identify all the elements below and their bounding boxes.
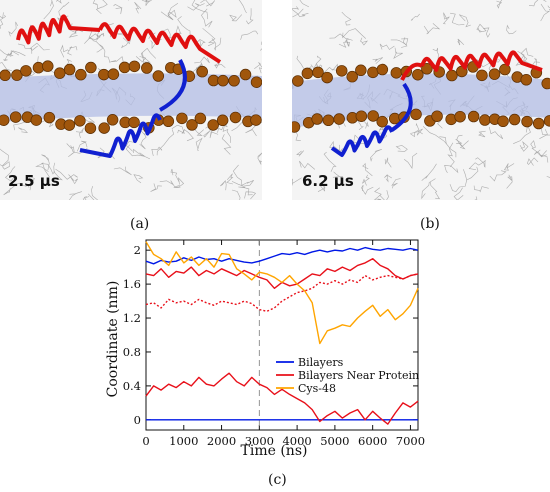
lower-helix-blue [330, 82, 413, 157]
x-tick-label: 2000 [207, 434, 236, 448]
membrane-snapshot-b [292, 0, 550, 200]
y-tick-label: 0.8 [123, 345, 141, 359]
x-tick-label: 5000 [320, 434, 349, 448]
upper-helix-red [16, 14, 222, 64]
sublabel-b: (b) [420, 216, 440, 232]
x-tick-label: 0 [142, 434, 149, 448]
series-line-2 [145, 258, 419, 289]
x-tick-label: 1000 [169, 434, 198, 448]
y-tick-label: 0.4 [123, 379, 141, 393]
snapshot-panel-a: 2.5 µs [0, 0, 262, 200]
y-tick-label: 1.6 [123, 277, 141, 291]
legend-entry: Bilayers Near Protein [298, 369, 419, 382]
x-tick-label: 7000 [396, 434, 425, 448]
y-tick-label: 0 [134, 413, 141, 427]
series-line-4 [145, 273, 419, 313]
series-line-5 [145, 241, 419, 345]
chart-axes: 0 1000 2000 3000 4000 5000 6000 7000 0 0.4 0.8 1.2 1… [123, 239, 425, 448]
lower-helix-blue [79, 59, 187, 158]
coordinate-chart: 0 1000 2000 3000 4000 5000 6000 7000 0 0.4 0.8 1.2 1… [105, 239, 425, 459]
x-tick-label: 3000 [245, 434, 274, 448]
membrane-snapshot-a [0, 0, 262, 200]
sublabel-c: (c) [268, 472, 287, 488]
snapshot-panel-b: 6.2 µs [292, 0, 550, 200]
y-tick-label: 1.2 [123, 311, 141, 325]
x-tick-label: 6000 [358, 434, 387, 448]
x-tick-label: 4000 [282, 434, 311, 448]
series-line-3 [145, 372, 419, 425]
y-axis-label: Coordinate (nm) [105, 281, 121, 398]
series-line-0 [145, 246, 419, 265]
x-axis-label: Time (ns) [241, 443, 308, 459]
plot-frame [145, 239, 419, 431]
legend-entry: Bilayers [298, 356, 344, 369]
time-label-b: 6.2 µs [302, 172, 354, 190]
upper-helix-red [400, 50, 543, 81]
y-tick-label: 2 [134, 243, 141, 257]
time-label-a: 2.5 µs [8, 172, 60, 190]
sublabel-a: (a) [130, 216, 150, 232]
phosphate-beads [292, 61, 550, 133]
legend-entry: Cys-48 [298, 382, 336, 395]
lipid-tails [0, 0, 262, 200]
membrane-core [0, 73, 262, 122]
chart-series [145, 241, 419, 425]
